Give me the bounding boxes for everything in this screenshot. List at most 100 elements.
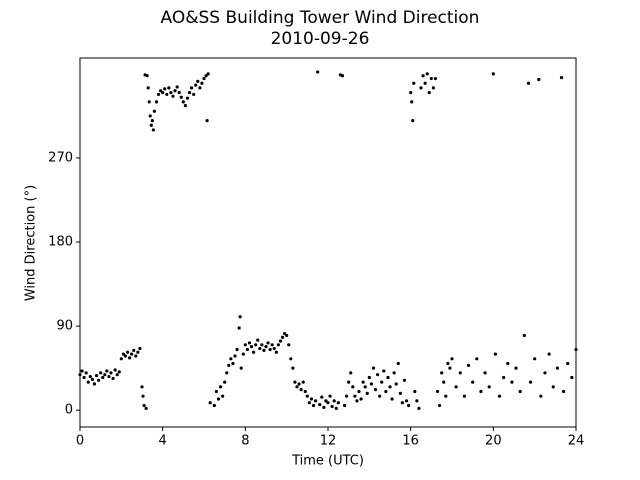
y-tick-label: 0 <box>65 403 73 418</box>
point <box>245 347 249 352</box>
point <box>396 361 400 366</box>
point <box>218 385 223 389</box>
point <box>125 350 130 354</box>
point <box>491 72 495 76</box>
point <box>249 345 254 349</box>
point <box>466 363 471 367</box>
point <box>260 343 264 347</box>
point <box>371 366 376 370</box>
point <box>404 399 409 403</box>
point <box>382 369 386 373</box>
point <box>400 401 404 405</box>
point <box>363 385 367 389</box>
point <box>148 114 152 118</box>
point <box>280 335 285 339</box>
point <box>183 104 187 108</box>
x-tick-label: 0 <box>76 434 84 449</box>
point <box>90 377 94 381</box>
x-tick-label: 12 <box>320 434 337 449</box>
point <box>458 371 462 375</box>
point <box>214 389 218 394</box>
point <box>205 118 209 123</box>
point <box>221 394 225 398</box>
point <box>107 374 111 379</box>
plot-frame <box>79 57 577 428</box>
point <box>239 366 243 370</box>
point <box>136 350 140 354</box>
point <box>295 385 299 389</box>
point <box>514 366 518 370</box>
point <box>407 403 411 408</box>
point <box>303 389 307 394</box>
point <box>410 100 414 104</box>
point <box>353 394 357 398</box>
point <box>285 333 289 338</box>
point <box>138 346 142 351</box>
point <box>392 371 396 375</box>
point <box>204 74 208 78</box>
point <box>175 85 179 89</box>
point <box>297 382 301 386</box>
point <box>276 343 280 347</box>
point <box>442 380 446 384</box>
point <box>419 86 423 90</box>
point <box>345 394 349 398</box>
point <box>555 366 560 370</box>
point <box>161 90 165 95</box>
point <box>431 86 435 90</box>
point <box>241 352 245 356</box>
point <box>185 96 190 100</box>
point <box>570 375 574 380</box>
point <box>493 352 497 356</box>
point <box>412 81 416 85</box>
point <box>394 382 398 386</box>
point <box>258 346 262 351</box>
point <box>425 72 429 76</box>
point <box>421 74 425 78</box>
point <box>272 346 276 351</box>
point <box>287 343 291 347</box>
x-tick-label: 8 <box>241 434 249 449</box>
point <box>510 380 514 384</box>
point <box>192 92 196 97</box>
point <box>202 76 206 81</box>
point <box>293 380 297 384</box>
point <box>262 348 266 352</box>
point <box>409 90 413 95</box>
point <box>212 403 216 408</box>
point <box>301 380 305 384</box>
point <box>152 109 156 113</box>
point <box>179 95 183 99</box>
point <box>84 371 88 375</box>
point <box>101 375 105 380</box>
point <box>167 86 171 90</box>
point <box>283 331 287 336</box>
point <box>314 399 318 403</box>
point <box>99 371 103 375</box>
chart-title: AO&SS Building Tower Wind Direction <box>161 8 480 28</box>
point <box>134 354 138 358</box>
point <box>270 343 274 347</box>
point <box>82 375 86 380</box>
point <box>539 394 543 398</box>
point <box>446 361 450 366</box>
point <box>528 380 533 384</box>
point <box>367 375 371 380</box>
point <box>159 89 163 93</box>
point <box>299 388 303 392</box>
point <box>537 77 541 82</box>
point <box>173 89 177 93</box>
point <box>357 389 361 394</box>
point <box>433 76 438 81</box>
point <box>187 90 192 95</box>
point <box>328 394 332 398</box>
point <box>132 348 136 352</box>
point <box>347 380 351 384</box>
point <box>123 354 128 358</box>
point <box>146 86 150 90</box>
point <box>200 81 204 85</box>
x-tick-label: 16 <box>402 434 419 449</box>
point <box>171 94 175 98</box>
point <box>223 380 227 384</box>
point <box>291 366 295 370</box>
